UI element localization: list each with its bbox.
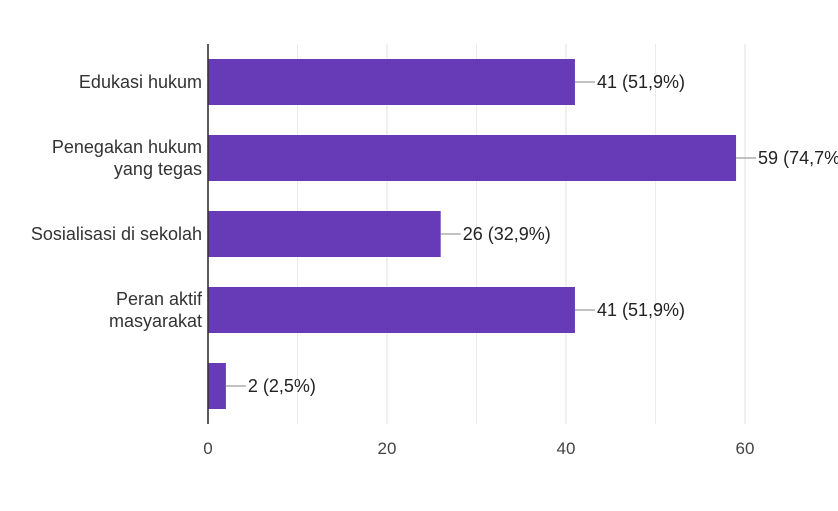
x-tick-label-40: 40	[557, 439, 576, 458]
bar-3	[208, 287, 575, 333]
category-label-2: Sosialisasi di sekolah	[31, 224, 202, 244]
data-label-3: 41 (51,9%)	[597, 300, 685, 320]
data-label-0: 41 (51,9%)	[597, 72, 685, 92]
bar-1	[208, 135, 737, 181]
category-label-3-line-1: masyarakat	[109, 311, 202, 331]
x-tick-label-60: 60	[736, 439, 755, 458]
data-label-2: 26 (32,9%)	[463, 224, 551, 244]
bar-2	[208, 211, 441, 257]
data-label-1: 59 (74,7%)	[758, 148, 838, 168]
x-tick-label-0: 0	[203, 439, 212, 458]
category-label-0: Edukasi hukum	[79, 72, 202, 92]
data-label-4: 2 (2,5%)	[248, 376, 316, 396]
bar-0	[208, 59, 575, 105]
category-label-1-line-0: Penegakan hukum	[52, 137, 202, 157]
category-label-1-line-1: yang tegas	[114, 159, 202, 179]
axes: 0 20 40 60	[203, 44, 754, 458]
label-leaders	[225, 81, 757, 387]
x-tick-label-20: 20	[378, 439, 397, 458]
bar-4	[208, 363, 226, 409]
category-label-3-line-0: Peran aktif	[116, 289, 203, 309]
labels: 41 (51,9%) Edukasi hukum 59 (74,7%) Penegak…	[31, 72, 838, 396]
grid-lines	[297, 44, 746, 424]
bars	[208, 59, 737, 409]
